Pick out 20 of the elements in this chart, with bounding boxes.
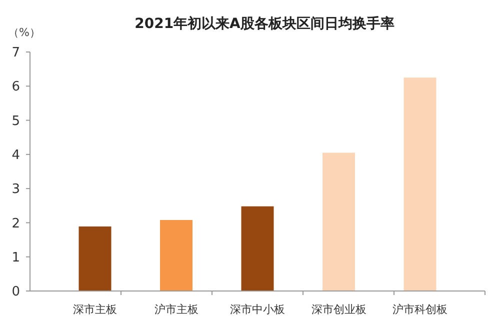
y-tick-label: 6: [12, 80, 20, 95]
bar: [160, 220, 192, 291]
x-tick-label: 深市中小板: [230, 303, 285, 316]
bar: [241, 206, 274, 291]
x-tick-label: 深市创业板: [311, 303, 366, 316]
y-tick-label: 5: [12, 114, 20, 129]
y-tick-label: 1: [12, 250, 20, 266]
x-tick-label: 沪市主板: [154, 303, 198, 316]
y-axis-title: （%）: [8, 26, 40, 39]
y-tick-label: 0: [12, 284, 20, 300]
bar: [78, 226, 112, 291]
y-tick-label: 4: [12, 148, 20, 163]
chart-title: 2021年初以来A股各板块区间日均换手率: [134, 15, 394, 32]
y-tick-label: 7: [12, 46, 20, 61]
x-tick-label: 沪市科创板: [392, 303, 448, 316]
bar: [322, 152, 355, 291]
x-tick-label: 深市主板: [73, 303, 117, 316]
bar: [404, 78, 436, 291]
y-tick-label: 2: [12, 216, 20, 232]
y-tick-label: 3: [12, 182, 20, 198]
